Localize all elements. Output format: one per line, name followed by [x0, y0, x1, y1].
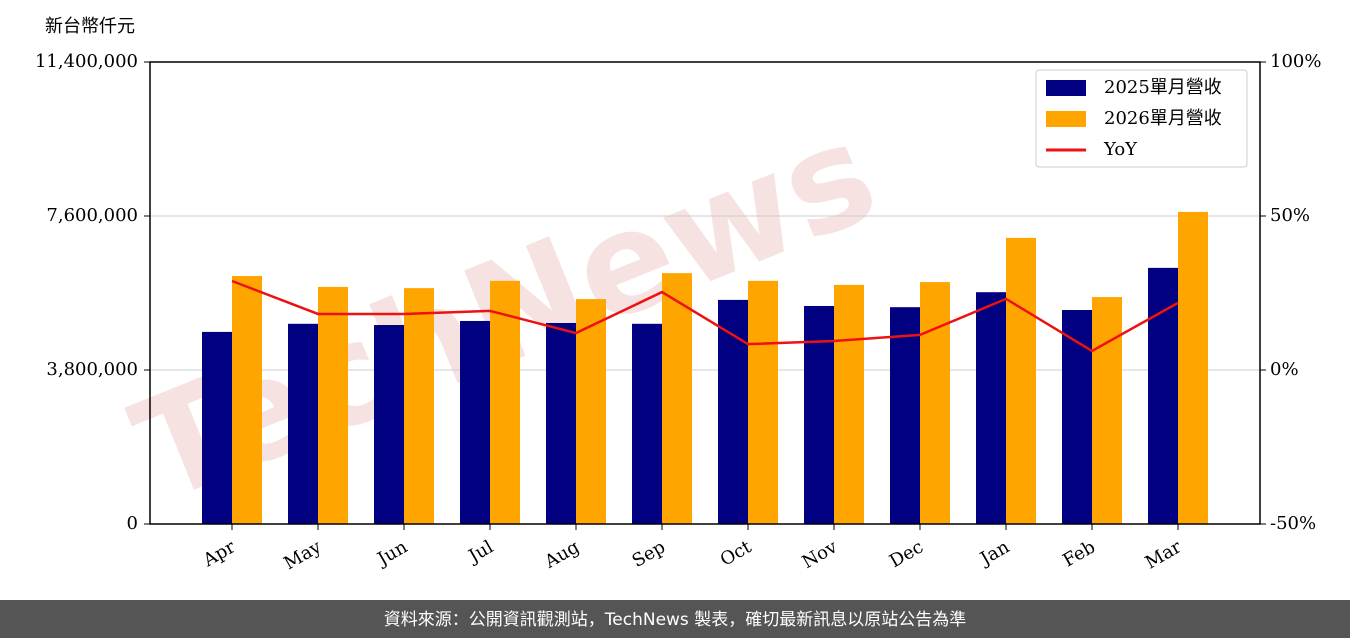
x-tick-label: Feb	[1059, 536, 1099, 571]
bar	[288, 323, 318, 524]
bar	[662, 273, 692, 524]
legend-label: YoY	[1103, 139, 1138, 160]
bar	[546, 322, 576, 524]
bar	[718, 299, 748, 524]
bar	[1006, 237, 1036, 524]
y-tick-label: 3,800,000	[46, 359, 138, 380]
y2-tick-label: 50%	[1270, 205, 1310, 226]
x-tick-label: Aug	[540, 536, 583, 573]
bar	[632, 323, 662, 524]
x-tick-label: Jul	[463, 536, 497, 568]
plot-frame	[149, 61, 1261, 525]
x-tick-label: Nov	[799, 536, 842, 573]
bar	[748, 280, 778, 524]
bar	[460, 320, 490, 524]
bar	[804, 305, 834, 524]
bar	[1178, 211, 1208, 524]
y-tick-label: 11,400,000	[35, 51, 138, 72]
y-axis-label: 新台幣仟元	[45, 16, 135, 37]
y2-tick-label: -50%	[1270, 513, 1316, 534]
x-tick-label: Sep	[629, 536, 669, 571]
bar	[404, 288, 434, 524]
y2-tick-label: 100%	[1270, 51, 1321, 72]
x-tick-label: Jun	[372, 536, 411, 571]
x-tick-label: Apr	[199, 536, 239, 571]
y2-tick-label: 0%	[1270, 359, 1299, 380]
x-tick-label: Dec	[886, 536, 927, 572]
bar	[890, 307, 920, 524]
bar	[202, 331, 232, 524]
x-tick-label: Jan	[975, 536, 1013, 570]
legend-label: 2025單月營收	[1104, 77, 1222, 98]
bar	[920, 282, 950, 524]
x-tick-label: Oct	[717, 536, 756, 571]
bar	[976, 292, 1006, 524]
yoy-line	[231, 279, 1179, 353]
y-tick-label: 7,600,000	[46, 205, 138, 226]
bar	[374, 325, 404, 524]
legend-label: 2026單月營收	[1104, 108, 1222, 129]
bar	[1092, 297, 1122, 524]
footer-bar	[0, 600, 1350, 638]
source-note: 資料來源：公開資訊觀測站，TechNews 製表，確切最新訊息以原站公告為準	[384, 610, 966, 630]
bar	[576, 299, 606, 524]
bar	[318, 286, 348, 524]
bar	[834, 284, 864, 524]
bar	[1062, 310, 1092, 524]
x-tick-label: May	[280, 536, 325, 574]
y-tick-label: 0	[127, 513, 138, 534]
bar	[232, 275, 262, 524]
bar	[490, 280, 520, 524]
legend-swatch	[1046, 111, 1086, 127]
legend-swatch	[1046, 80, 1086, 96]
legend-box	[1035, 69, 1248, 168]
x-tick-label: Mar	[1142, 536, 1186, 573]
